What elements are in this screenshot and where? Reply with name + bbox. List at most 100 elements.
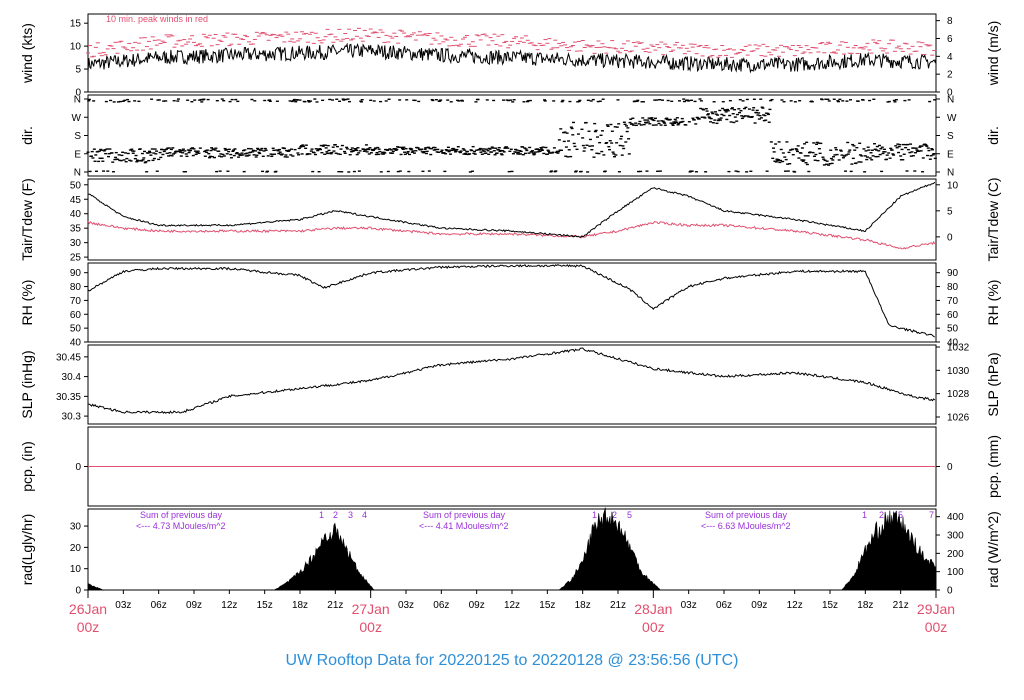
hour-tick-label: 15z (539, 600, 555, 611)
rad-sum-heading-1: Sum of previous day (140, 510, 223, 520)
ylabel-left-temp: Tair/Tdew (F) (19, 178, 35, 260)
hour-tick-label: 21z (610, 600, 626, 611)
rh-line (87, 264, 936, 338)
ytick-label-left-temp: 50 (70, 180, 82, 191)
ylabel-right-rh: RH (%) (985, 280, 1001, 326)
day-hour-label: 00z (642, 619, 665, 635)
ytick-label-right-slp: 1032 (947, 343, 970, 354)
ytick-label-left-temp: 25 (70, 253, 82, 264)
wind-note: 10 min. peak winds in red (106, 14, 208, 24)
ytick-label-right-wind: 4 (947, 52, 953, 63)
ytick-label-left-temp: 45 (70, 195, 82, 206)
ytick-label-left-rad: 0 (75, 586, 81, 597)
ytick-label-right-pcp: 0 (947, 462, 953, 473)
ytick-label-right-slp: 1028 (947, 389, 970, 400)
ytick-label-left-pcp: 0 (75, 462, 81, 473)
hour-tick-label: 18z (292, 600, 308, 611)
ytick-label-right-temp: 0 (947, 232, 953, 243)
rad-marker: 4 (362, 510, 367, 520)
ytick-label-right-rad: 200 (947, 549, 964, 560)
ytick-label-right-temp: 5 (947, 206, 953, 217)
rad-marker: 1 (862, 510, 867, 520)
hour-tick-label: 12z (504, 600, 520, 611)
ylabel-left-dir: dir. (19, 126, 35, 145)
ylabel-right-dir: dir. (985, 126, 1001, 145)
ytick-label-left-rh: 90 (70, 268, 82, 279)
chart-title: UW Rooftop Data for 20220125 to 20220128… (286, 652, 739, 669)
hour-tick-label: 06z (151, 600, 167, 611)
ytick-label-left-wind: 15 (70, 19, 82, 30)
hour-tick-label: 03z (115, 600, 131, 611)
hour-tick-label: 21z (327, 600, 343, 611)
day-label: 26Jan (69, 601, 107, 617)
hour-tick-label: 12z (787, 600, 803, 611)
day-label: 27Jan (352, 601, 390, 617)
ytick-label-left-rh: 80 (70, 282, 82, 293)
day-label: 29Jan (917, 601, 955, 617)
dewpoint-line (87, 221, 936, 250)
day-label: 28Jan (634, 601, 672, 617)
ylabel-left-rh: RH (%) (19, 280, 35, 326)
rad-marker: 5 (627, 510, 632, 520)
rad-sum-heading-2: Sum of previous day (423, 510, 506, 520)
panel-frame-temp (87, 178, 937, 261)
hour-tick-label: 12z (221, 600, 237, 611)
rad-sum-1: <--- 4.73 MJoules/m^2 (136, 521, 226, 531)
ytick-label-right-rad: 0 (947, 586, 953, 597)
ytick-label-right-slp: 1026 (947, 412, 970, 423)
ytick-label-right-rh: 90 (947, 268, 959, 279)
ylabel-left-pcp: pcp. (in) (19, 441, 35, 492)
ytick-label-left-temp: 35 (70, 224, 82, 235)
hour-tick-label: 06z (433, 600, 449, 611)
day-hour-label: 00z (925, 619, 948, 635)
ytick-label-left-slp: 30.35 (56, 392, 81, 403)
rad-sum-2: <--- 4.41 MJoules/m^2 (419, 521, 509, 531)
ytick-label-left-rh: 40 (70, 338, 82, 349)
dir-tick-right: E (947, 149, 954, 160)
ylabel-left-slp: SLP (inHg) (19, 350, 35, 418)
hour-tick-label: 15z (257, 600, 273, 611)
hour-tick-label: 06z (716, 600, 732, 611)
ytick-label-left-rh: 60 (70, 310, 82, 321)
ytick-label-right-wind: 6 (947, 34, 953, 45)
ytick-label-right-wind: 2 (947, 70, 953, 81)
ytick-label-left-rad: 30 (70, 522, 82, 533)
wind-speed-line (87, 42, 937, 74)
rad-marker: 7 (929, 510, 934, 520)
ytick-label-left-temp: 40 (70, 209, 82, 220)
ytick-label-right-rh: 80 (947, 282, 959, 293)
hour-tick-label: 21z (893, 600, 909, 611)
ytick-label-left-slp: 30.3 (62, 412, 82, 423)
ytick-label-left-slp: 30.45 (56, 352, 81, 363)
rad-marker: 1 (319, 510, 324, 520)
ytick-label-left-wind: 10 (70, 42, 82, 53)
ytick-label-right-wind: 8 (947, 16, 953, 27)
ytick-label-right-wind: 0 (947, 88, 953, 99)
ytick-label-left-wind: 5 (75, 65, 81, 76)
dir-tick-right: N (947, 168, 954, 179)
ytick-label-right-rad: 400 (947, 512, 964, 523)
hour-tick-label: 09z (469, 600, 485, 611)
hour-tick-label: 03z (398, 600, 414, 611)
ytick-label-right-rad: 100 (947, 567, 964, 578)
hour-tick-label: 09z (186, 600, 202, 611)
ytick-label-left-wind: 0 (75, 88, 81, 99)
ylabel-left-wind: wind (kts) (19, 23, 35, 84)
rad-marker: 3 (348, 510, 353, 520)
panel-frame-slp (87, 344, 937, 425)
hour-tick-label: 15z (822, 600, 838, 611)
hour-tick-label: 03z (681, 600, 697, 611)
hour-tick-label: 18z (857, 600, 873, 611)
ylabel-right-rad: rad (W/m^2) (985, 511, 1001, 588)
rad-marker: 5 (898, 510, 903, 520)
ytick-label-right-rad: 300 (947, 531, 964, 542)
day-hour-label: 00z (77, 619, 100, 635)
slp-line (88, 347, 936, 415)
rad-marker: 1 (592, 510, 597, 520)
ylabel-right-pcp: pcp. (mm) (985, 435, 1001, 498)
dir-tick-left: S (74, 131, 81, 142)
ytick-label-right-rh: 40 (947, 338, 959, 349)
ytick-label-right-rh: 60 (947, 310, 959, 321)
dir-tick-right: S (947, 131, 954, 142)
ytick-label-right-rh: 70 (947, 296, 959, 307)
